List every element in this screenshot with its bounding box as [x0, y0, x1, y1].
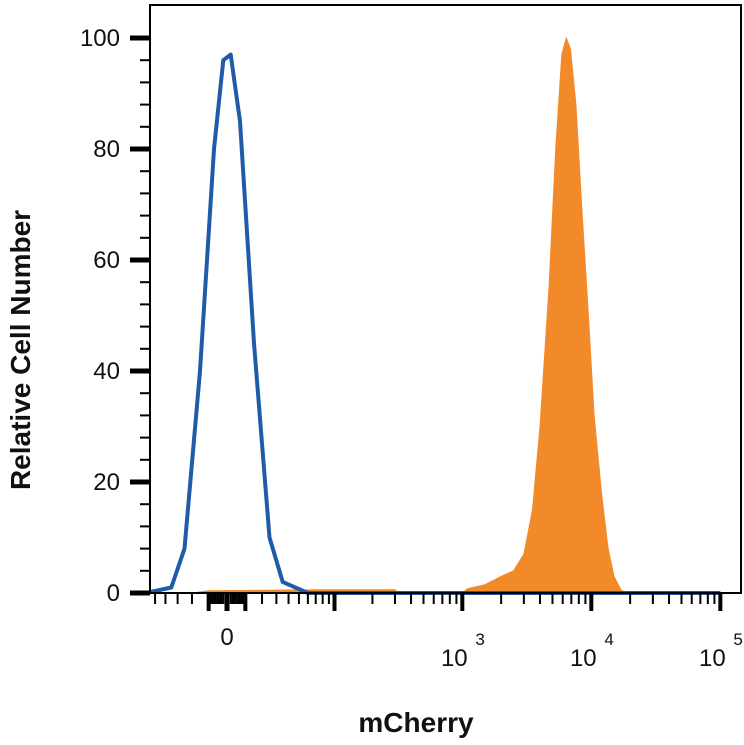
plot-area — [145, 36, 721, 595]
x-tick-label: 10 — [699, 645, 726, 672]
series-filled-histogram — [146, 36, 721, 594]
x-tick-label: 10 — [441, 645, 468, 672]
y-tick-label: 20 — [93, 469, 120, 496]
x-tick-label: 10 — [570, 645, 597, 672]
y-tick-label: 0 — [107, 580, 120, 607]
y-axis-title: Relative Cell Number — [5, 210, 36, 490]
series-outline-histogram — [145, 52, 721, 595]
y-tick-label: 80 — [93, 136, 120, 163]
x-tick-exponent: 4 — [604, 630, 613, 649]
x-tick-exponent: 3 — [475, 630, 484, 649]
x-tick-exponent: 5 — [733, 630, 742, 649]
plot-frame — [149, 4, 742, 594]
axes: 0 20 40 60 80 100 0 10 3 10 4 10 5 — [80, 25, 743, 672]
y-tick-label: 100 — [80, 25, 120, 52]
y-tick-label: 40 — [93, 358, 120, 385]
x-tick-label: 0 — [220, 624, 233, 651]
x-axis-title: mCherry — [358, 707, 474, 738]
y-tick-label: 60 — [93, 247, 120, 274]
